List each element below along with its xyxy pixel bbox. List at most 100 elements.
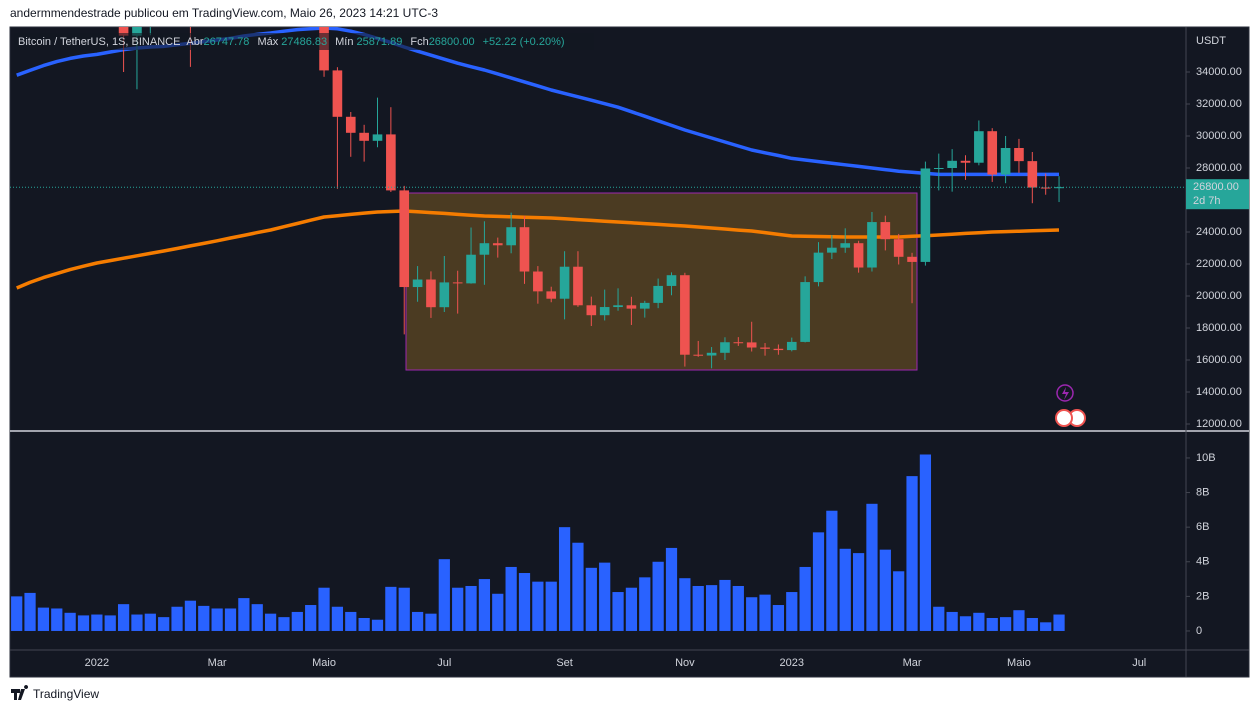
candle-body [840, 243, 851, 248]
volume-bar [786, 592, 798, 631]
candle-body [666, 275, 677, 286]
y-tick-label: 0 [1196, 625, 1202, 637]
candle-body [1000, 148, 1011, 175]
y-tick-label: 24000.00 [1196, 226, 1242, 238]
candle-body [492, 243, 503, 246]
y-tick-label: 18000.00 [1196, 322, 1242, 334]
candle-body [827, 247, 837, 253]
candle-body [907, 256, 917, 262]
x-tick-label: Set [556, 657, 573, 669]
volume-bar [425, 613, 437, 631]
last-price-label: 26800.00 [1193, 181, 1239, 193]
y-tick-label: 12000.00 [1196, 418, 1242, 430]
volume-bar [398, 587, 410, 631]
volume-bar [612, 592, 624, 631]
candle-body [720, 342, 730, 353]
volume-bar [719, 579, 731, 631]
volume-bar [879, 549, 891, 631]
legend-background [14, 33, 594, 50]
x-tick-label: Maio [312, 657, 336, 669]
x-tick-label: Nov [675, 657, 695, 669]
volume-bar [478, 579, 491, 631]
candle-body [412, 279, 423, 288]
volume-bar [238, 598, 250, 631]
volume-bar [198, 605, 210, 631]
low-value: 25871.89 [356, 36, 402, 48]
candle-body [639, 302, 650, 309]
volume-bar [144, 613, 156, 631]
candle-body [746, 342, 757, 348]
volume-bar [599, 562, 611, 631]
volume-bar [852, 553, 865, 631]
change: +52.22 (+0.20%) [483, 36, 565, 48]
candle-body [933, 168, 944, 169]
candle-body [947, 160, 957, 168]
volume-bar [1053, 614, 1065, 631]
y-tick-label: 4B [1196, 556, 1209, 568]
candle-body [960, 160, 971, 163]
volume-bar [585, 567, 597, 631]
volume-bar [625, 587, 638, 631]
volume-bar [251, 604, 263, 631]
volume-bar [746, 597, 758, 631]
candle-body [613, 305, 623, 308]
high-label: Máx [257, 36, 278, 48]
volume-bar [639, 577, 651, 631]
volume-bar [438, 559, 450, 631]
candle-body [733, 342, 744, 344]
range-highlight [405, 192, 918, 371]
volume-bar [933, 606, 945, 631]
currency: USDT [1196, 35, 1226, 47]
volume-bar [37, 607, 50, 631]
volume-bar [465, 585, 477, 631]
volume-bar [732, 585, 744, 631]
candle-body [987, 131, 998, 175]
author-line: andermmendestrade publicou em TradingVie… [10, 6, 438, 20]
volume-bar [104, 615, 116, 631]
chart-background [9, 26, 1250, 678]
close-label: Fch [410, 36, 428, 48]
candle-body [132, 27, 142, 36]
volume-bar [946, 611, 958, 631]
y-tick-label: 6B [1196, 521, 1209, 533]
y-tick-label: 10B [1196, 452, 1216, 464]
candle-body [626, 305, 637, 309]
event-icon-bolt [1062, 387, 1069, 400]
volume-bar [692, 585, 704, 631]
candle-body [559, 266, 570, 299]
candle-body [920, 168, 931, 262]
volume-bar [906, 476, 918, 631]
candle-body [706, 352, 717, 356]
volume-bar [51, 608, 63, 631]
volume-bar [518, 573, 531, 631]
volume-bar [131, 614, 143, 631]
x-tick-label: Maio [1007, 657, 1031, 669]
volume-bar [171, 606, 183, 631]
volume-bar [11, 596, 23, 631]
event-flag [1055, 409, 1073, 427]
axes: 12000.00 14000.00 16000.00 18000.00 20000.00… [85, 66, 1249, 669]
legend: Bitcoin / TetherUS, 1S, BINANCE Abr26747.… [18, 36, 565, 48]
candle-body [1027, 161, 1038, 188]
candle-body [466, 254, 476, 284]
volume-bar [358, 617, 370, 631]
y-tick-label: 8B [1196, 486, 1209, 498]
volume-bar [331, 606, 344, 631]
candle-body [573, 266, 583, 306]
candle-body [1014, 148, 1024, 162]
volume-bar [919, 454, 932, 631]
candle-body [533, 271, 543, 292]
volume-bar [291, 611, 303, 631]
y-tick-label: 22000.00 [1196, 258, 1242, 270]
candle-body [586, 305, 597, 316]
volume-bar [572, 542, 584, 631]
open-label: Abr [186, 36, 203, 48]
volume-bar [452, 587, 464, 631]
candle-body [506, 227, 516, 246]
candle-body [813, 252, 824, 283]
candle-body [786, 341, 797, 351]
volume-bar [158, 617, 170, 631]
volume-bar [371, 619, 384, 631]
volume-bar [812, 532, 825, 631]
